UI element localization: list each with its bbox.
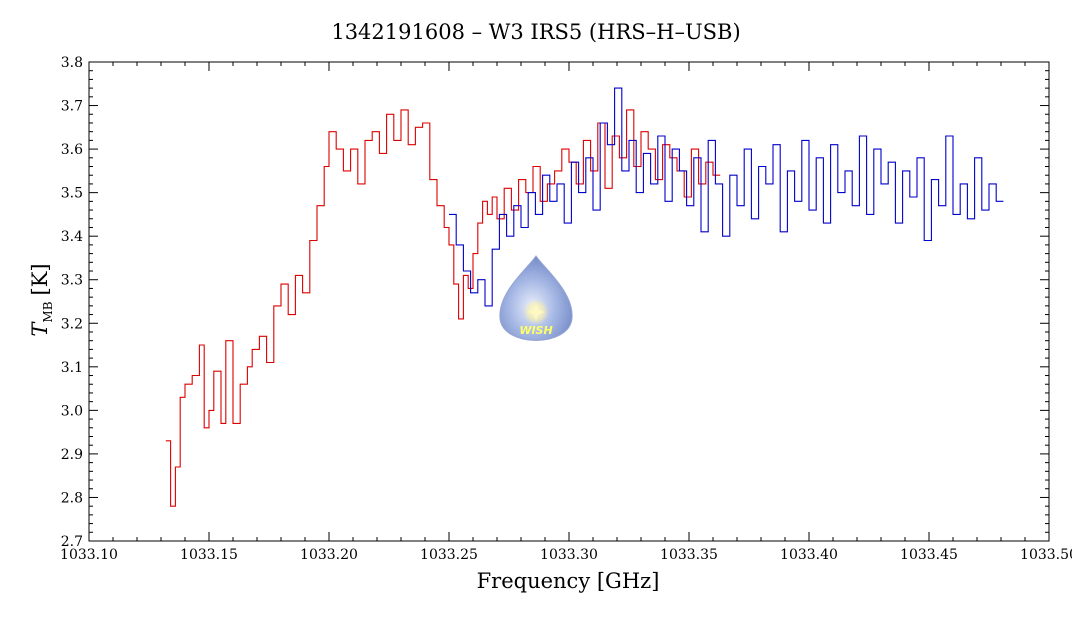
series-line-red (165, 109, 721, 507)
x-tick-label: 1033.50 (1020, 547, 1072, 563)
y-tick-label: 2.9 (61, 447, 83, 463)
y-axis-label-unit: [K] (28, 263, 52, 295)
y-tick-label: 3.2 (61, 316, 83, 332)
x-tick-label: 1033.30 (540, 547, 598, 563)
wish-logo-text: WISH (519, 324, 552, 337)
x-tick-label: 1033.15 (180, 547, 238, 563)
y-tick-label: 3.6 (61, 142, 83, 158)
x-axis: 1033.10 1033.15 1033.20 1033.25 1033.30 1033.… (60, 62, 1072, 563)
chart-title: 1342191608 – W3 IRS5 (HRS–H–USB) (331, 20, 740, 44)
x-tick-label: 1033.25 (420, 547, 478, 563)
y-tick-label: 2.7 (61, 534, 83, 550)
y-tick-label: 3.0 (61, 403, 83, 419)
y-axis: 2.7 2.8 2.9 3.0 3.1 3.2 3.3 3.4 3.5 3.6 3.7 3.8 (61, 55, 1049, 550)
x-tick-label: 1033.35 (660, 547, 718, 563)
y-tick-label: 3.3 (61, 273, 83, 289)
series-layer (165, 87, 1004, 507)
x-tick-label: 1033.45 (900, 547, 958, 563)
y-tick-label: 3.5 (61, 186, 83, 202)
x-tick-label: 1033.40 (780, 547, 838, 563)
y-axis-label: TMB [K] (28, 263, 55, 336)
wish-drop-icon (499, 255, 573, 341)
x-axis-label: Frequency [GHz] (477, 569, 660, 593)
y-tick-label: 2.8 (61, 490, 83, 506)
series-line-blue (449, 87, 1004, 307)
wish-logo: WISH (499, 255, 573, 341)
x-tick-label: 1033.20 (300, 547, 358, 563)
y-tick-label: 3.8 (61, 55, 83, 71)
x-tick-label: 1033.10 (60, 547, 118, 563)
y-axis-label-sub: MB (41, 301, 55, 322)
y-axis-label-main: T (28, 321, 52, 337)
y-tick-label: 3.4 (61, 229, 83, 245)
y-tick-label: 3.7 (61, 99, 83, 115)
y-tick-label: 3.1 (61, 360, 83, 376)
wish-star-icon (527, 303, 545, 321)
